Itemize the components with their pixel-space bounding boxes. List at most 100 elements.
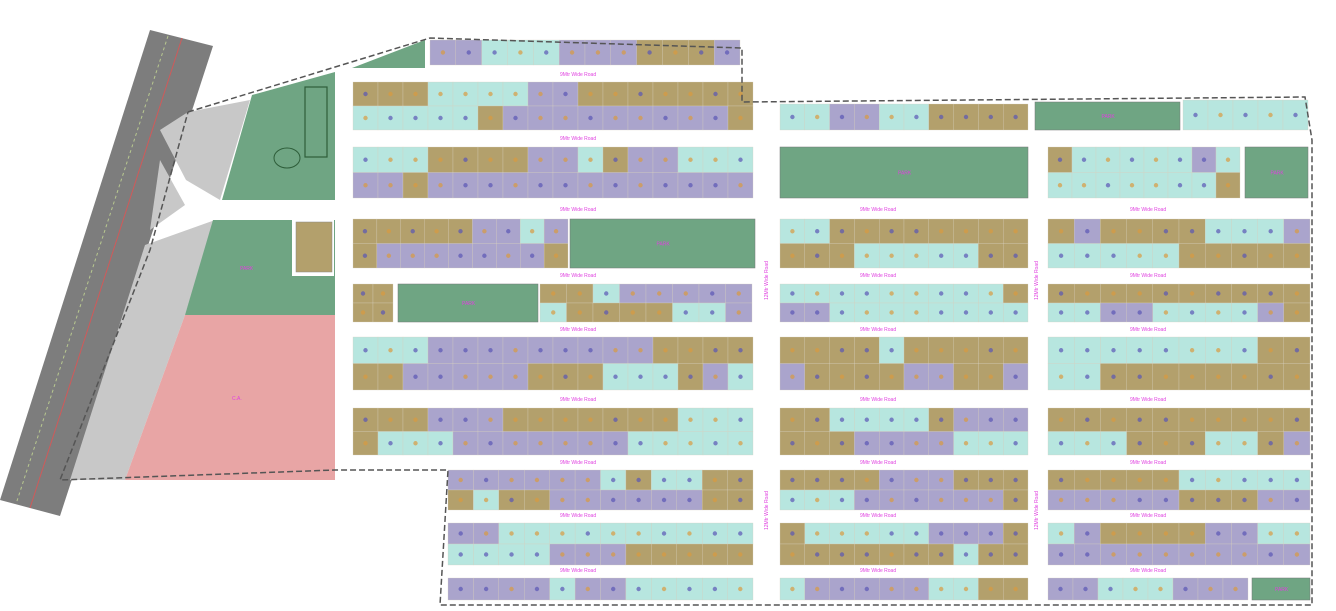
plot-number-marker (790, 310, 795, 315)
plot-number-marker (636, 531, 641, 536)
plot-number-marker (438, 348, 443, 353)
plot-number-marker (1216, 229, 1221, 234)
plot-number-marker (1111, 374, 1116, 379)
plot-number-marker (611, 586, 616, 592)
plot-number-marker (738, 417, 743, 422)
plot-number-marker (889, 291, 894, 296)
plot-number-marker (988, 348, 993, 353)
plot-number-marker (588, 91, 593, 97)
park-label: PARK (1102, 114, 1116, 120)
plot-number-marker (815, 441, 820, 446)
plot-number-marker (529, 253, 535, 258)
plot-number-marker (1268, 374, 1273, 379)
plot-number-marker (963, 531, 969, 536)
plot-number-marker (440, 50, 446, 55)
plot-number-marker (463, 417, 468, 422)
plot-number-marker (1189, 417, 1195, 422)
plot-number-marker (463, 91, 468, 97)
plot-number-marker (604, 310, 609, 315)
plot-number-marker (688, 348, 693, 353)
plot-number-marker (713, 417, 718, 422)
plot-number-marker (363, 374, 368, 379)
plot-number-marker (1163, 552, 1169, 557)
park (1251, 577, 1311, 601)
plot-number-marker (1153, 183, 1159, 188)
plot-number-marker (889, 417, 894, 422)
plot-number-marker (1058, 310, 1064, 315)
plot-number-marker (1058, 441, 1064, 446)
park (1244, 146, 1309, 199)
plot-number-marker (688, 183, 693, 188)
plot-number-marker (488, 417, 493, 422)
plot-number-marker (710, 310, 715, 315)
plot-number-marker (988, 586, 993, 592)
plot-number-marker (914, 417, 919, 422)
plot-number-marker (1293, 112, 1298, 118)
plot-number-marker (738, 374, 743, 379)
plot-number-marker (889, 310, 894, 315)
plot-number-marker (839, 374, 845, 379)
plot-number-marker (963, 552, 969, 557)
plot-number-marker (663, 348, 668, 353)
plot-number-marker (538, 374, 543, 379)
plot-number-marker (538, 183, 543, 188)
plot (577, 146, 604, 173)
road-label: 9Mtr Wide Road (1130, 397, 1166, 403)
plot-number-marker (738, 497, 743, 503)
plot-number-marker (1111, 310, 1116, 315)
plot-number-marker (611, 552, 616, 557)
plot-number-marker (438, 91, 443, 97)
road-label: 12Mtr Wide Road (1034, 261, 1040, 300)
plot-number-marker (482, 253, 487, 258)
plot-number-marker (534, 531, 540, 536)
road-label: 12Mtr Wide Road (1034, 491, 1040, 530)
plot-number-marker (988, 441, 993, 446)
plot-number-marker (388, 91, 393, 97)
plot-number-marker (529, 229, 535, 234)
open-space (160, 100, 250, 200)
plot-number-marker (839, 441, 845, 446)
plot-number-marker (1085, 310, 1090, 315)
plot-number-marker (815, 374, 820, 379)
plot-number-marker (1163, 497, 1169, 503)
plot-number-marker (388, 348, 393, 353)
plot-number-marker (939, 253, 944, 258)
plot-number-marker (914, 291, 919, 296)
plot-number-marker (1058, 497, 1064, 503)
plot-number-marker (1111, 497, 1116, 503)
plot-number-marker (518, 50, 523, 55)
plot-number-marker (815, 253, 820, 258)
plot-number-marker (1137, 291, 1142, 296)
plot-number-marker (647, 50, 652, 55)
plot (533, 39, 560, 66)
plot-number-marker (638, 374, 643, 379)
plot-number-marker (724, 50, 730, 55)
plot-number-marker (569, 50, 575, 55)
road-label: 9Mtr Wide Road (860, 568, 896, 574)
plot-number-marker (1294, 417, 1300, 422)
plot-number-marker (362, 253, 368, 258)
plot-number-marker (563, 348, 568, 353)
plot-number-marker (1189, 531, 1195, 536)
plot-number-marker (1294, 531, 1300, 536)
plot-number-marker (736, 291, 741, 296)
plot-number-marker (1137, 417, 1142, 422)
plot-number-marker (538, 417, 543, 422)
plot-number-marker (1058, 229, 1064, 234)
plot-number-marker (663, 157, 668, 162)
plot-number-marker (864, 531, 869, 536)
plot-number-marker (506, 253, 511, 258)
plot-number-marker (380, 291, 386, 296)
plot-number-marker (363, 115, 368, 121)
plot-number-marker (738, 477, 743, 483)
plot-number-marker (988, 114, 993, 120)
plot-number-marker (657, 310, 662, 315)
plot-number-marker (1242, 497, 1247, 503)
plot-number-marker (611, 531, 616, 536)
plot-number-marker (1294, 441, 1300, 446)
plot-number-marker (815, 114, 820, 120)
plot-number-marker (1294, 310, 1300, 315)
plot-number-marker (1189, 253, 1195, 258)
plot-number-marker (458, 586, 463, 592)
plot-number-marker (1216, 374, 1221, 379)
